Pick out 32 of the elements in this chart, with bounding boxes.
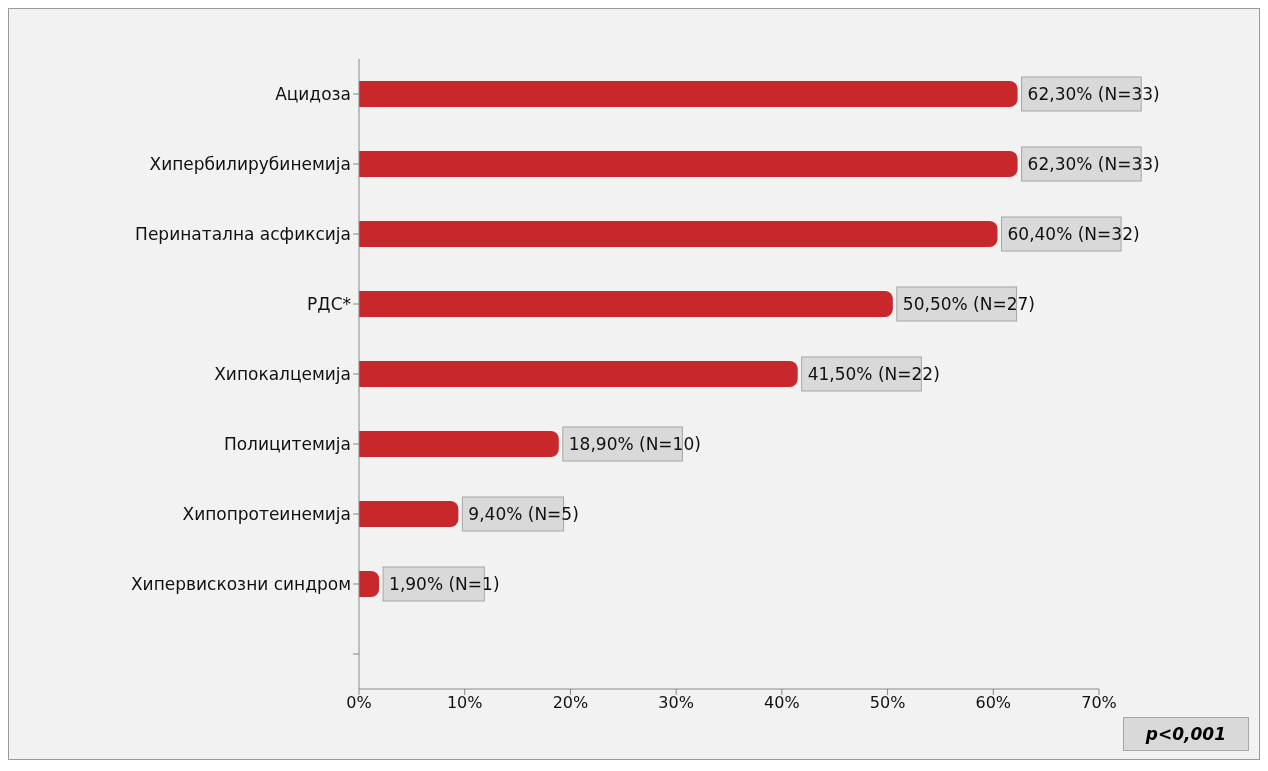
x-tick-label: 20% bbox=[552, 693, 589, 713]
x-tick-label: 60% bbox=[975, 693, 1012, 713]
data-label: 41,50% (N=22) bbox=[807, 364, 940, 384]
y-tick-label: Хипервискозни синдром bbox=[130, 574, 351, 595]
x-tick-label: 40% bbox=[764, 693, 800, 713]
bar bbox=[359, 361, 798, 387]
x-tick-label: 70% bbox=[1081, 693, 1117, 713]
y-tick-label: Полицитемија bbox=[223, 434, 351, 455]
data-label: 62,30% (N=33) bbox=[1027, 154, 1160, 174]
y-tick-label: Перинатална асфиксија bbox=[135, 224, 351, 245]
y-tick-label: РДС* bbox=[307, 294, 351, 315]
data-label: 62,30% (N=33) bbox=[1027, 84, 1160, 104]
bar bbox=[359, 431, 559, 457]
data-label: 1,90% (N=1) bbox=[389, 574, 500, 594]
bar bbox=[359, 291, 893, 317]
bar bbox=[359, 571, 380, 597]
text: p<0,001 bbox=[1122, 717, 1249, 751]
x-tick-label: 50% bbox=[869, 693, 906, 713]
data-label: 9,40% (N=5) bbox=[468, 504, 579, 524]
data-label: 18,90% (N=10) bbox=[568, 434, 701, 454]
x-tick-label: 0% bbox=[346, 693, 372, 713]
x-tick-label: 30% bbox=[658, 693, 694, 713]
y-tick-label: Хипопротеинемија bbox=[182, 504, 351, 525]
data-label: 60,40% (N=32) bbox=[1007, 224, 1140, 244]
bar bbox=[359, 151, 1018, 177]
y-tick-label: Хипокалцемија bbox=[214, 364, 351, 385]
x-tick-label: 10% bbox=[446, 693, 483, 713]
y-tick-label: Ацидоза bbox=[275, 84, 351, 105]
y-tick-label: Хипербилирубинемија bbox=[149, 154, 351, 175]
bar bbox=[359, 221, 998, 247]
bar bbox=[359, 81, 1018, 107]
data-label: 50,50% (N=27) bbox=[902, 294, 1035, 314]
